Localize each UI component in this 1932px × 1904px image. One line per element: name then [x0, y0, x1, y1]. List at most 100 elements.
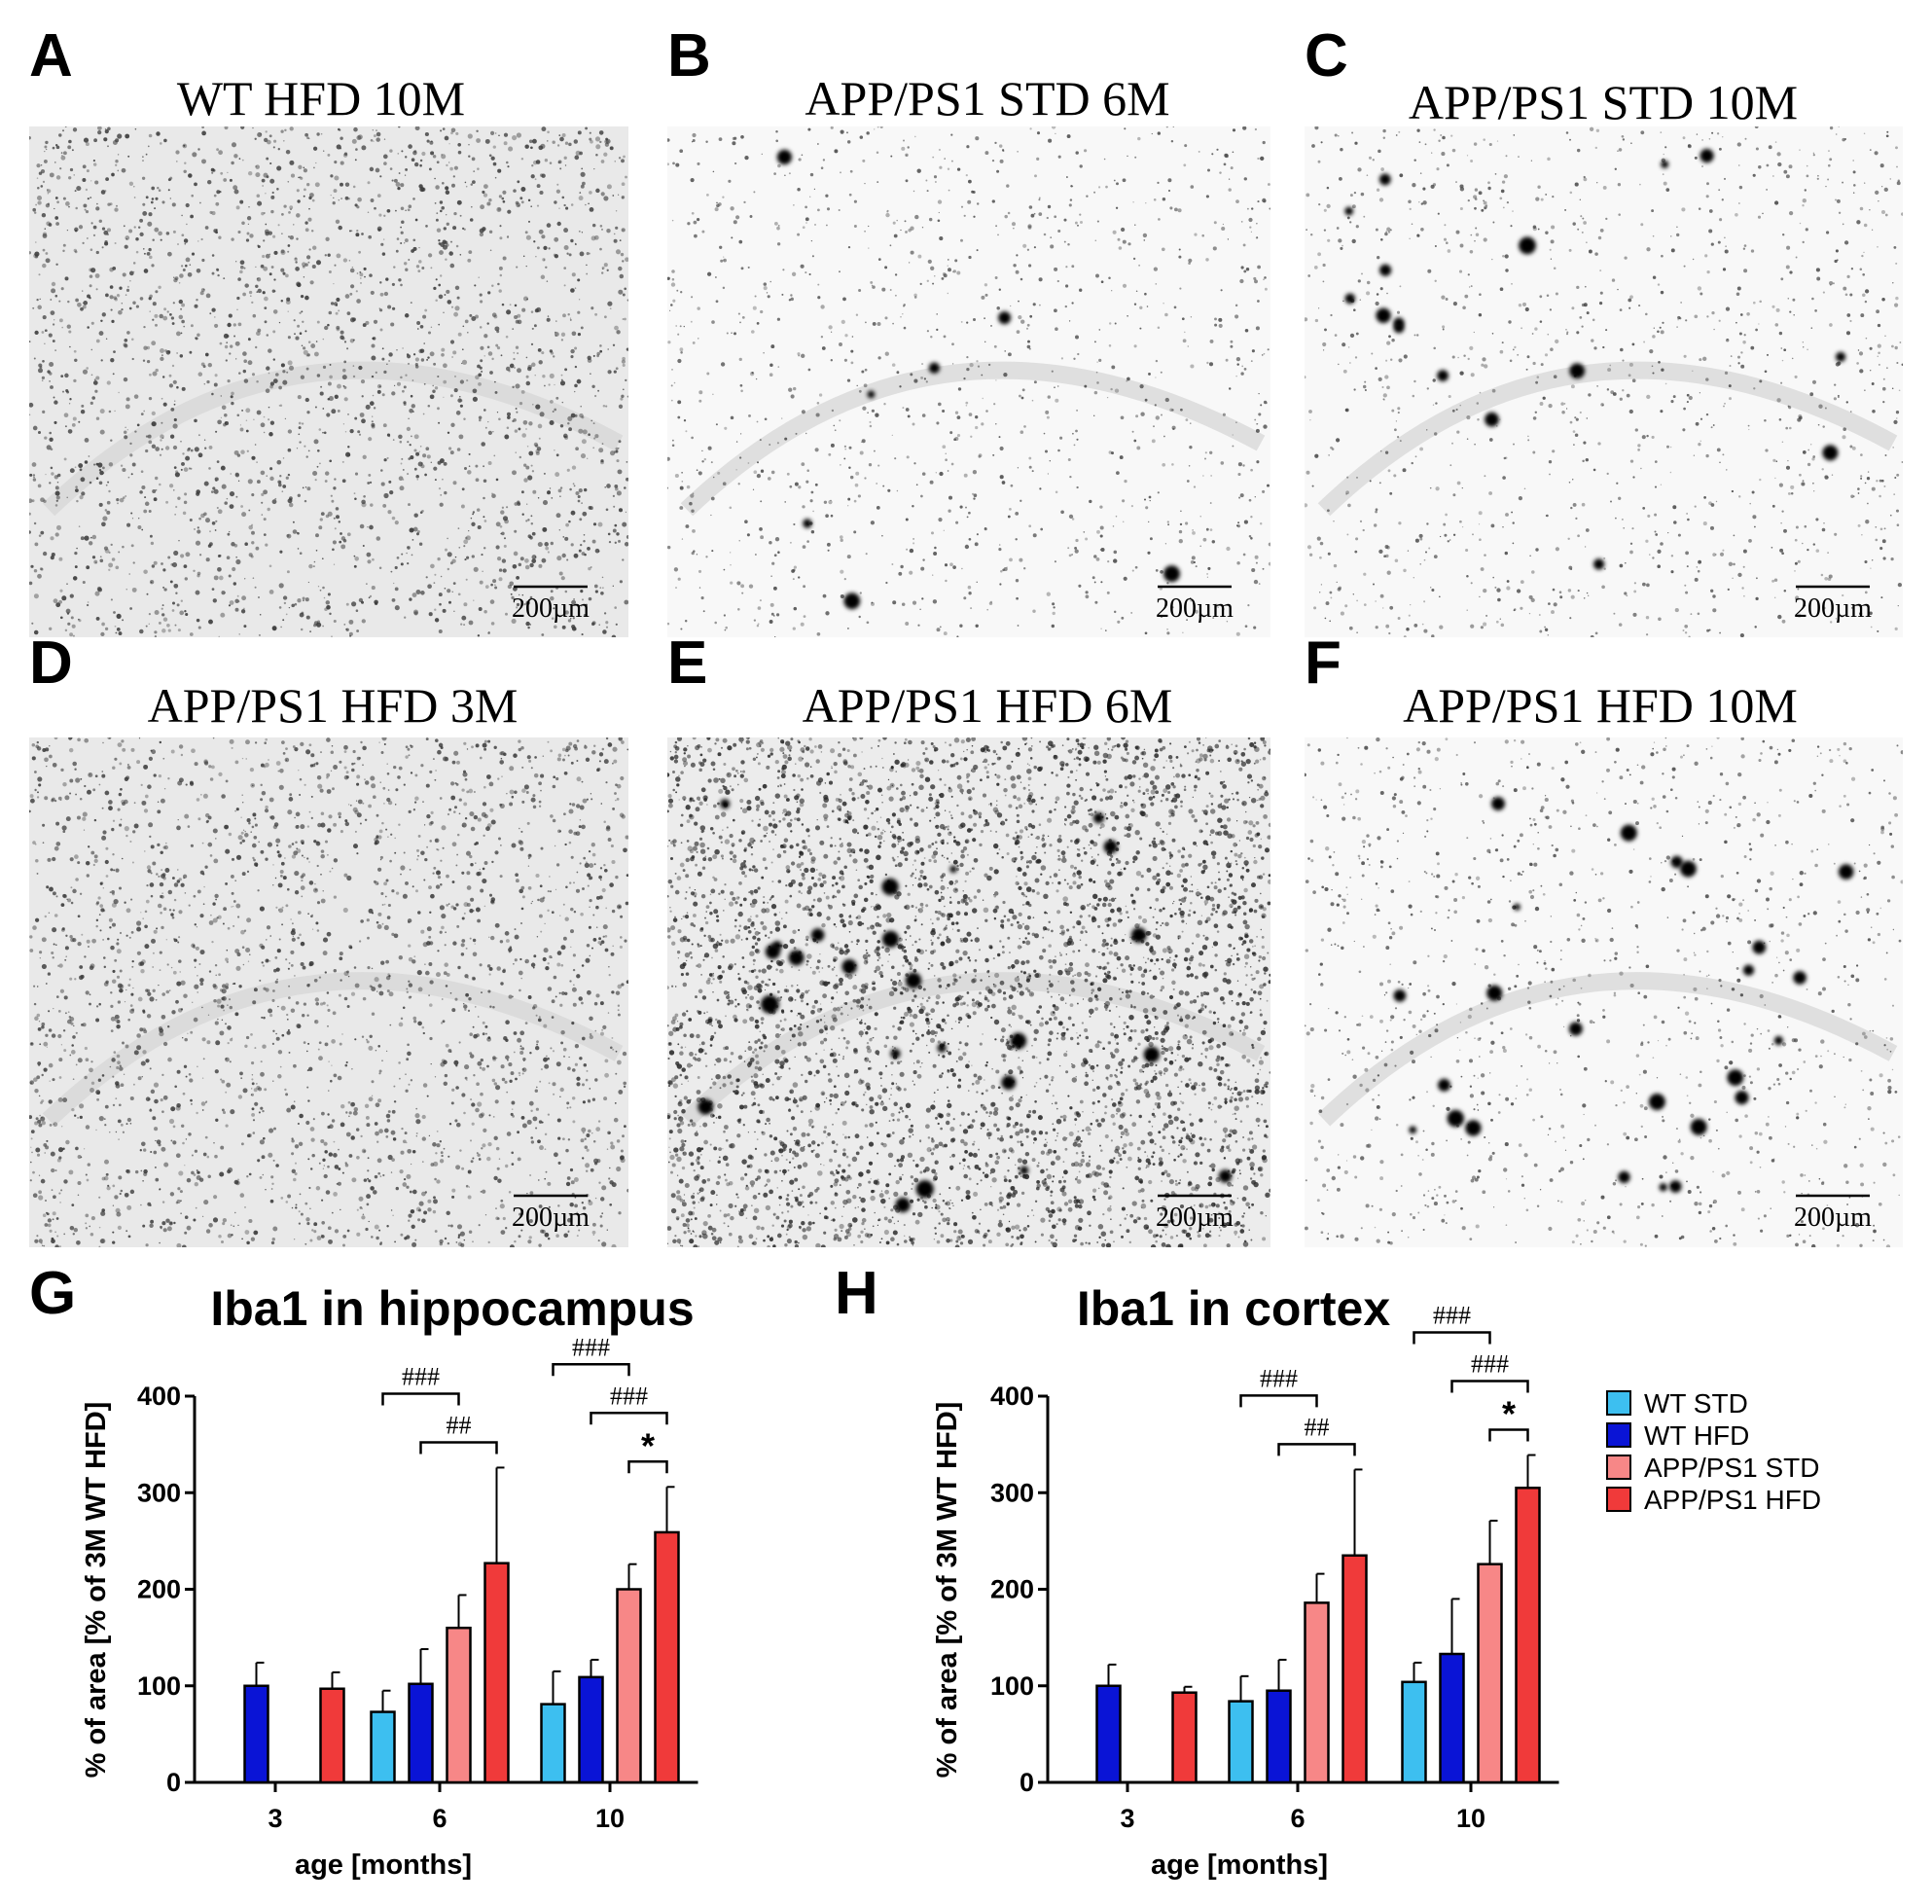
plaque-cluster: [915, 1180, 934, 1199]
micrograph-title-a: WT HFD 10M: [177, 71, 465, 126]
plaque-cluster: [1218, 1169, 1233, 1183]
plaque-cluster: [720, 799, 731, 809]
micrograph-panel-b: B APP/PS1 STD 6M 200µm: [667, 22, 1270, 637]
plaque-cluster: [905, 972, 922, 988]
plaque-cluster: [1491, 797, 1505, 811]
legend-label-wt-hfd: WT HFD: [1644, 1420, 1749, 1451]
significance-6-wt-std-vs-app-ps1-std-label: ###: [402, 1362, 440, 1390]
bar-wt-hfd-3: [243, 1684, 269, 1784]
micrograph-image-c: [1305, 126, 1903, 637]
chart-h: H Iba1 in cortex % of area [% of 3M WT H…: [835, 1260, 1559, 1881]
panel-letter-a: A: [29, 22, 73, 90]
micrograph-image-a: [29, 126, 628, 637]
micrograph-image-e: [667, 737, 1270, 1247]
y-axis-label-h: % of area [% of 3M WT HFD]: [932, 1402, 963, 1778]
legend-swatch-wt-hfd: [1606, 1422, 1631, 1448]
tissue-background: [1305, 126, 1903, 637]
chart-title-h: Iba1 in cortex: [1077, 1281, 1391, 1336]
bar-wt-std-10: [540, 1703, 566, 1784]
plaque-cluster: [803, 519, 812, 528]
plaque-cluster: [1344, 206, 1354, 216]
legend-item-app-ps1-std: APP/PS1 STD: [1606, 1453, 1820, 1483]
plaque-cluster: [1163, 565, 1180, 583]
significance-10-wt-hfd-vs-app-ps1-hfd-bracket: [590, 1412, 668, 1425]
scale-bar-label-a: 200µm: [512, 593, 590, 624]
micrograph-panel-c: C APP/PS1 STD 10M 200µm: [1305, 22, 1903, 637]
significance-6-wt-hfd-vs-app-ps1-hfd-bracket: [419, 1441, 498, 1455]
plaque-cluster: [1393, 989, 1407, 1002]
plaque-cluster: [1010, 1032, 1027, 1050]
significance-6-wt-hfd-vs-app-ps1-hfd-label: ##: [447, 1411, 472, 1439]
plaque-cluster: [867, 390, 876, 399]
plaque-cluster: [1793, 971, 1807, 985]
x-axis-label-h: age [months]: [1151, 1850, 1328, 1881]
scale-bar-label-f: 200µm: [1794, 1203, 1872, 1233]
legend-item-wt-hfd: WT HFD: [1606, 1420, 1749, 1451]
bar-wt-std-6: [1228, 1700, 1254, 1784]
micrograph-panel-f: F APP/PS1 HFD 10M 200µm: [1305, 629, 1903, 1247]
y-tick-label-0: 0: [1020, 1768, 1034, 1797]
plaque-cluster: [1143, 1046, 1161, 1063]
significance-10-app-ps1-std-vs-app-ps1-hfd-label: *: [641, 1425, 655, 1465]
significance-6-wt-std-vs-app-ps1-std-bracket: [381, 1392, 460, 1406]
micrograph-title-f: APP/PS1 HFD 10M: [1403, 678, 1798, 733]
tissue-layer: [1317, 361, 1898, 517]
plaque-cluster: [1727, 1069, 1744, 1086]
plaque-cluster: [1618, 1170, 1630, 1184]
micrograph-title-e: APP/PS1 HFD 6M: [803, 678, 1173, 733]
y-tick-label-200: 200: [137, 1575, 181, 1604]
bar-app-ps1-hfd-6: [1342, 1554, 1368, 1784]
y-tick-label-400: 400: [990, 1382, 1034, 1411]
plaque-cluster: [890, 1048, 901, 1060]
tissue-texture: [667, 737, 1270, 1247]
plaque-cluster: [881, 930, 900, 948]
significance-10-app-ps1-std-vs-app-ps1-hfd-bracket: [1488, 1428, 1529, 1442]
legend-swatch-app-ps1-std: [1606, 1455, 1631, 1480]
plaque-cluster: [1447, 1109, 1465, 1128]
y-axis-label-g: % of area [% of 3M WT HFD]: [81, 1402, 112, 1778]
bar-app-ps1-std-6: [1304, 1601, 1330, 1784]
x-tick-label-3: 3: [268, 1804, 282, 1833]
plaque-cluster: [1409, 1126, 1417, 1134]
plaque-cluster: [895, 1197, 911, 1213]
significance-10-wt-std-vs-app-ps1-std-bracket: [1413, 1331, 1491, 1345]
plaque-cluster: [1519, 236, 1536, 255]
significance-10-wt-hfd-vs-app-ps1-hfd-bracket: [1450, 1380, 1529, 1393]
plaque-cluster: [1378, 173, 1391, 186]
plaque-cluster: [1742, 964, 1755, 976]
plaque-cluster: [1465, 1120, 1482, 1136]
micrograph-title-c: APP/PS1 STD 10M: [1409, 75, 1798, 129]
tissue-texture: [1305, 126, 1903, 637]
tissue-texture: [1305, 737, 1903, 1247]
panel-letter-d: D: [29, 629, 73, 697]
scale-bar-label-c: 200µm: [1794, 593, 1872, 624]
panel-letter-c: C: [1305, 22, 1348, 90]
plaque-cluster: [1659, 1183, 1667, 1192]
legend-item-wt-std: WT STD: [1606, 1388, 1748, 1419]
plaque-cluster: [949, 865, 957, 874]
plaque-cluster: [1001, 1075, 1017, 1091]
plaque-cluster: [788, 950, 805, 966]
plaque-cluster: [881, 878, 899, 896]
plaque-cluster: [1020, 1166, 1029, 1175]
plaque-cluster: [765, 944, 781, 959]
significance-6-wt-std-vs-app-ps1-std-label: ###: [1260, 1364, 1298, 1392]
x-axis-label-g: age [months]: [295, 1850, 472, 1881]
panel-letter-f: F: [1305, 629, 1342, 697]
tissue-layer: [680, 361, 1266, 517]
micrograph-image-d: [29, 737, 628, 1247]
significance-6-wt-hfd-vs-app-ps1-hfd-label: ##: [1305, 1413, 1330, 1441]
plaque-cluster: [1379, 264, 1392, 276]
plaque-cluster: [1593, 558, 1605, 570]
significance-10-app-ps1-std-vs-app-ps1-hfd-label: *: [1502, 1394, 1516, 1434]
plaque-cluster: [1437, 370, 1449, 381]
plaque-cluster: [998, 311, 1012, 325]
bar-wt-hfd-6: [1266, 1689, 1292, 1784]
plaque-cluster: [1569, 363, 1586, 379]
plaque-cluster: [1393, 317, 1405, 329]
plaque-cluster: [1680, 860, 1697, 878]
tissue-layer: [1317, 972, 1898, 1127]
scale-bar-label-d: 200µm: [512, 1203, 590, 1233]
plaque-cluster: [1822, 445, 1839, 461]
panel-letter-h: H: [835, 1260, 878, 1327]
